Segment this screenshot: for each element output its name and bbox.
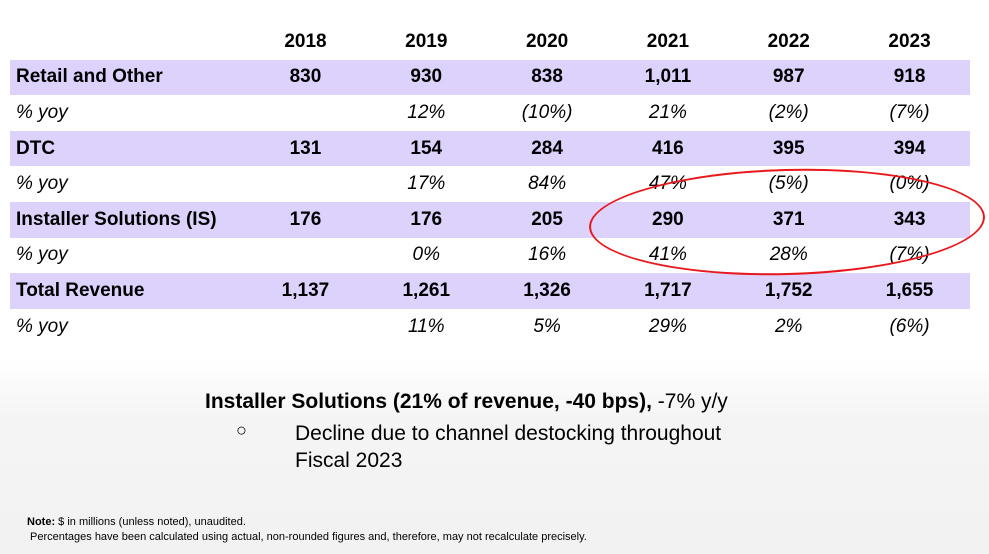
table-cell xyxy=(245,166,366,202)
table-cell xyxy=(245,95,366,131)
table-cell: (5%) xyxy=(768,173,809,195)
table-row-retail: Retail and Other 830 930 838 1,011 987 9… xyxy=(10,59,970,96)
table-row-installer-solutions-yoy: % yoy 0% 16% 41% 28% (7%) xyxy=(10,238,970,274)
table-cell: 395 xyxy=(728,130,850,167)
table-cell: 838 xyxy=(486,59,608,96)
table-cell xyxy=(245,309,366,345)
table-cell: 290 xyxy=(607,201,729,238)
table-cell: 1,655 xyxy=(849,273,970,309)
table-cell: 343 xyxy=(849,201,970,238)
table-cell: 176 xyxy=(365,201,487,238)
table-cell: 84% xyxy=(528,173,567,195)
table-header-row: 2018 2019 2020 2021 2022 2023 xyxy=(10,24,970,60)
year-header: 2022 xyxy=(767,30,810,52)
row-label: DTC xyxy=(10,130,246,167)
note-label: Note: xyxy=(27,516,56,528)
row-label: Installer Solutions (IS) xyxy=(10,201,246,238)
table-cell: 11% xyxy=(407,315,445,337)
table-cell: 284 xyxy=(486,130,608,167)
table-cell: 1,137 xyxy=(245,273,366,309)
table-cell: 16% xyxy=(528,244,567,266)
header-blank xyxy=(10,24,245,60)
row-label: % yoy xyxy=(16,101,68,123)
table-cell: 5% xyxy=(533,315,561,337)
year-header: 2021 xyxy=(646,30,690,52)
table-cell: (6%) xyxy=(889,315,930,337)
year-header: 2020 xyxy=(525,30,569,52)
table-cell: 28% xyxy=(769,244,808,266)
year-header: 2023 xyxy=(888,30,931,52)
year-header: 2019 xyxy=(405,30,448,52)
table-cell: 416 xyxy=(607,130,729,167)
table-cell: 1,261 xyxy=(365,273,487,309)
year-header: 2018 xyxy=(284,30,327,52)
table-row-retail-yoy: % yoy 12% (10%) 21% (2%) (7%) xyxy=(10,95,970,131)
revenue-table: 2018 2019 2020 2021 2022 2023 Retail and… xyxy=(10,24,970,344)
table-cell: 918 xyxy=(849,59,970,96)
table-cell: 1,011 xyxy=(607,59,729,96)
table-cell: 987 xyxy=(728,59,850,96)
summary-heading-text: Installer Solutions (21% of revenue, -40… xyxy=(205,390,652,413)
table-row-dtc: DTC 131 154 284 416 395 394 xyxy=(10,130,970,167)
bullet-circle-icon: ○ xyxy=(236,420,247,440)
table-cell: 371 xyxy=(728,201,850,238)
summary-heading: Installer Solutions (21% of revenue, -40… xyxy=(205,390,728,414)
table-cell: 154 xyxy=(365,130,487,167)
table-cell: 12% xyxy=(407,101,446,123)
table-row-dtc-yoy: % yoy 17% 84% 47% (5%) (0%) xyxy=(10,166,970,202)
table-cell: (2%) xyxy=(768,101,809,123)
footnote: Note: $ in millions (unless noted), unau… xyxy=(27,515,587,545)
table-cell: (0%) xyxy=(889,173,930,195)
table-cell: 930 xyxy=(365,59,487,96)
table-cell: 205 xyxy=(486,201,608,238)
summary-delta: -7% y/y xyxy=(651,390,728,413)
table-cell: (7%) xyxy=(889,244,930,266)
table-cell xyxy=(245,238,366,274)
note-line2: Percentages have been calculated using a… xyxy=(30,531,587,543)
table-cell: 1,752 xyxy=(728,273,850,309)
table-cell: 17% xyxy=(407,173,446,195)
table-cell: 1,717 xyxy=(607,273,729,309)
table-cell: (10%) xyxy=(521,101,573,123)
table-cell: 2% xyxy=(774,315,803,337)
row-label: Retail and Other xyxy=(10,59,246,96)
row-label: % yoy xyxy=(16,315,68,337)
table-cell: 41% xyxy=(648,244,687,266)
table-cell: (7%) xyxy=(889,101,930,123)
table-cell: 29% xyxy=(648,315,687,337)
note-line1: $ in millions (unless noted), unaudited. xyxy=(55,516,246,528)
row-label: Total Revenue xyxy=(10,273,246,309)
table-row-total-revenue: Total Revenue 1,137 1,261 1,326 1,717 1,… xyxy=(10,273,970,309)
table-cell: 131 xyxy=(245,130,366,167)
table-row-total-revenue-yoy: % yoy 11% 5% 29% 2% (6%) xyxy=(10,309,970,345)
table-cell: 1,326 xyxy=(486,273,608,309)
row-label: % yoy xyxy=(16,244,68,266)
table-cell: 21% xyxy=(648,101,687,123)
table-row-installer-solutions: Installer Solutions (IS) 176 176 205 290… xyxy=(10,201,970,238)
table-cell: 176 xyxy=(245,201,366,238)
table-cell: 394 xyxy=(849,130,970,167)
bullet-text: Decline due to channel destocking throug… xyxy=(295,422,722,472)
row-label: % yoy xyxy=(16,173,68,195)
table-cell: 830 xyxy=(245,59,366,96)
table-cell: 0% xyxy=(412,244,440,266)
table-cell: 47% xyxy=(648,173,687,195)
